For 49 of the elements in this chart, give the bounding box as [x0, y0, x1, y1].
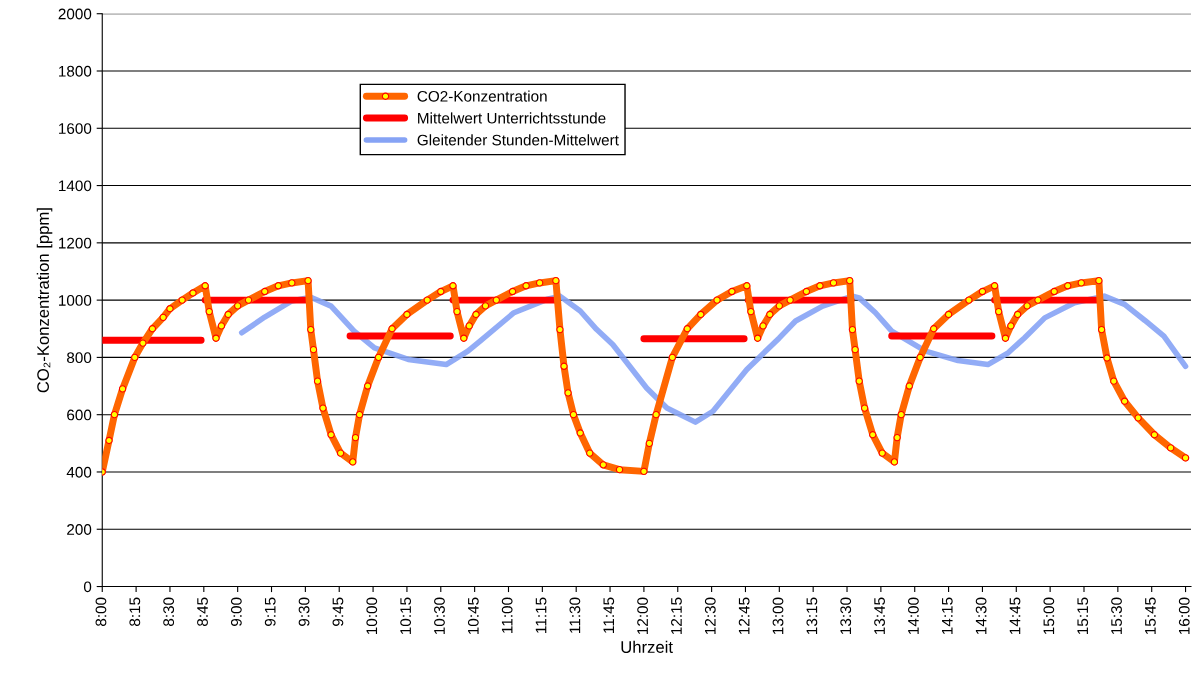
x-tick-label: 11:15 — [535, 597, 547, 633]
x-tick-label: 13:15 — [806, 597, 818, 635]
y-tick-label: 800 — [67, 352, 92, 364]
x-tick-label: 14:45 — [1009, 597, 1021, 635]
legend-label: CO2-Konzentration — [417, 90, 547, 102]
y-tick-label: 1000 — [59, 294, 92, 306]
x-tick-label: 10:00 — [366, 597, 378, 635]
x-tick-label: 15:15 — [1077, 597, 1089, 635]
y-tick-label: 0 — [83, 581, 92, 593]
y-tick-label: 400 — [66, 466, 92, 478]
x-tick-label: 12:00 — [637, 597, 649, 635]
x-tick-label: 13:00 — [772, 597, 784, 635]
y-tick-label: 600 — [67, 409, 92, 421]
legend-label: Gleitender Stunden-Mittelwert — [417, 134, 619, 146]
x-axis-title: Uhrzeit — [621, 640, 673, 653]
x-tick-label: 11:00 — [501, 597, 513, 633]
x-tick-label: 12:45 — [738, 597, 750, 635]
y-axis-title: CO₂-Konzentration [ppm] — [36, 208, 53, 393]
x-tick-label: 16:00 — [1178, 597, 1190, 635]
x-tick-label: 11:45 — [603, 597, 615, 633]
legend-label: Mittelwert Unterrichtsstunde — [418, 112, 606, 124]
x-tick-label: 14:00 — [908, 597, 919, 635]
y-tick-label: 1600 — [59, 123, 92, 134]
x-tick-label: 8:00 — [95, 597, 107, 627]
x-tick-label: 8:45 — [197, 597, 208, 627]
x-tick-label: 12:30 — [704, 597, 716, 635]
x-tick-label: 15:00 — [1043, 597, 1055, 635]
x-tick-label: 9:30 — [298, 597, 310, 626]
x-tick-label: 14:30 — [975, 597, 987, 635]
x-tick-label: 12:15 — [671, 597, 682, 635]
y-tick-label: 200 — [67, 524, 92, 535]
x-tick-label: 10:15 — [400, 597, 412, 635]
x-tick-label: 9:45 — [332, 597, 344, 626]
x-tick-label: 11:30 — [569, 597, 581, 633]
x-tick-label: 8:15 — [129, 597, 141, 627]
y-tick-label: 2000 — [58, 8, 92, 20]
x-tick-label: 15:45 — [1145, 597, 1156, 635]
x-tick-label: 9:15 — [264, 597, 276, 626]
x-tick-label: 10:30 — [434, 597, 445, 635]
y-tick-label: 1400 — [59, 180, 92, 192]
x-tick-label: 10:45 — [467, 597, 479, 635]
x-tick-label: 14:15 — [942, 597, 953, 635]
y-tick-label: 1800 — [59, 65, 92, 77]
x-tick-label: 9:00 — [230, 597, 242, 626]
x-tick-label: 15:30 — [1111, 597, 1122, 635]
y-tick-label: 1200 — [59, 237, 92, 249]
x-tick-label: 13:45 — [874, 597, 885, 635]
x-tick-label: 13:30 — [840, 597, 852, 635]
x-tick-label: 8:30 — [163, 597, 175, 627]
